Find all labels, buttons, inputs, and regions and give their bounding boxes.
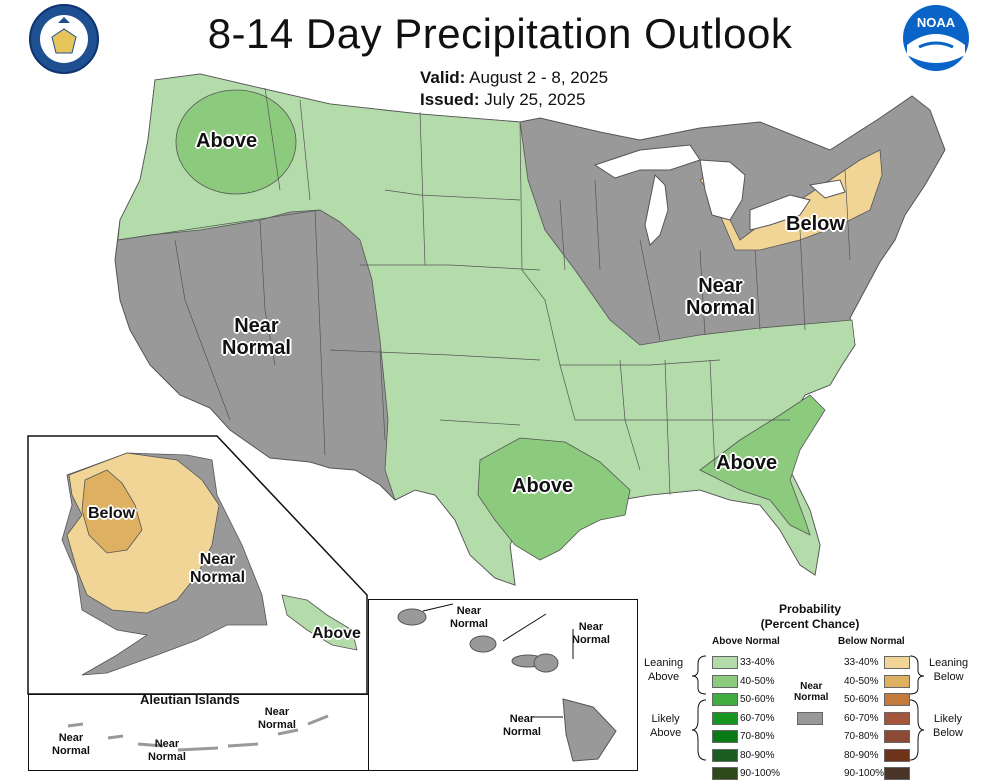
valid-label: Valid: (420, 68, 466, 87)
legend-above-swatch-5 (712, 748, 738, 762)
hawaii-islands-shapes (397, 603, 617, 762)
aleutian-islands-shapes (67, 714, 329, 752)
label-east-near-normal: Near Normal (686, 275, 755, 319)
legend-below-swatch-0 (884, 656, 910, 669)
legend-above-swatch-2 (712, 693, 738, 706)
label-hawaii-near-normal-2: Near Normal (572, 621, 610, 646)
legend-above-label-5: 80-90% (740, 749, 775, 761)
label-hawaii-near-normal-1: Near Normal (450, 605, 488, 630)
aleutian-title: Aleutian Islands (140, 692, 240, 707)
legend-below-swatch-1 (884, 674, 910, 688)
legend-below-label-5: 80-90% (844, 749, 879, 761)
legend-above-label-4: 70-80% (740, 731, 775, 742)
label-tx-above: Above (512, 475, 574, 497)
legend-above-header: Above Normal (712, 636, 780, 647)
label-hawaii-near-normal-3: Near Normal (503, 713, 541, 738)
se-above-medium (699, 394, 826, 536)
legend-below-label-0: 33-40% (844, 657, 879, 668)
legend-above-braces (691, 655, 707, 761)
legend-above-swatch-6 (712, 767, 738, 780)
legend-below-swatch-2 (884, 693, 910, 706)
page-title: 8-14 Day Precipitation Outlook (207, 10, 793, 57)
label-aleutian-near-normal-3: Near Normal (258, 706, 296, 731)
issued-label: Issued: (420, 90, 480, 109)
noaa-logo-text: NOAA (917, 15, 956, 30)
legend-above-swatch-0 (712, 656, 738, 669)
legend-below-swatch-5 (884, 748, 910, 762)
noaa-logo-icon: NOAA (903, 5, 969, 71)
valid-dates: Valid: August 2 - 8, 2025 (420, 68, 608, 88)
label-ne-below: Below (786, 213, 845, 235)
legend-below-label-4: 70-80% (844, 731, 879, 742)
legend-below-swatch-6 (884, 767, 910, 780)
legend-likely-below: Likely Below (933, 713, 963, 740)
issued-value: July 25, 2025 (484, 90, 586, 109)
label-aleutian-near-normal-2: Near Normal (148, 738, 186, 763)
conus-above-light (117, 73, 856, 586)
label-alaska-near-normal: Near Normal (190, 551, 246, 586)
legend-above-swatch-4 (712, 730, 738, 743)
legend-below-braces (909, 655, 925, 761)
label-aleutian-near-normal-1: Near Normal (52, 732, 90, 757)
aleutian-inset (28, 694, 370, 771)
label-se-above: Above (716, 452, 778, 474)
nw-above-medium (175, 89, 297, 195)
legend-near-normal-swatch (797, 712, 823, 725)
label-alaska-below: Below (88, 505, 136, 522)
legend-below-swatch-3 (884, 711, 910, 725)
alaska-above-light (281, 594, 358, 651)
legend-above-label-6: 90-100% (740, 768, 781, 779)
legend-below-label-3: 60-70% (844, 712, 879, 724)
legend-above-label-0: 33-40% (740, 657, 775, 668)
legend-leaning-above: Leaning Above (644, 657, 684, 684)
state-borders (117, 87, 851, 496)
alaska-below-medium (81, 469, 143, 554)
legend-below-label-2: 50-60% (844, 694, 879, 705)
tx-above-medium (477, 437, 631, 561)
legend-above-label-1: 40-50% (740, 675, 775, 687)
legend-below-label-1: 40-50% (844, 675, 879, 687)
great-lakes (593, 144, 846, 246)
department-of-commerce-seal-icon (29, 4, 99, 74)
label-nw-above: Above (196, 130, 258, 152)
label-west-near-normal: Near Normal (222, 315, 291, 359)
legend-above-label-2: 50-60% (740, 694, 775, 705)
legend-near-normal-label: Near Normal (794, 681, 829, 703)
legend-likely-above: Likely Above (650, 713, 682, 740)
label-alaska-above: Above (312, 625, 361, 642)
issued-date: Issued: July 25, 2025 (420, 90, 585, 110)
legend-above-swatch-3 (712, 711, 738, 725)
ne-below-light (699, 149, 883, 251)
legend-leaning-below: Leaning Below (929, 657, 969, 684)
valid-value: August 2 - 8, 2025 (469, 68, 609, 87)
legend-above-label-3: 60-70% (740, 712, 775, 724)
legend-title-2: (Percent Chance) (760, 617, 860, 631)
alaska-inset (27, 435, 368, 695)
legend-below-swatch-4 (884, 730, 910, 743)
legend-above-swatch-1 (712, 674, 738, 688)
legend-below-header: Below Normal (838, 636, 905, 647)
legend-below-label-6: 90-100% (844, 768, 885, 779)
legend-title-1: Probability (778, 602, 841, 616)
